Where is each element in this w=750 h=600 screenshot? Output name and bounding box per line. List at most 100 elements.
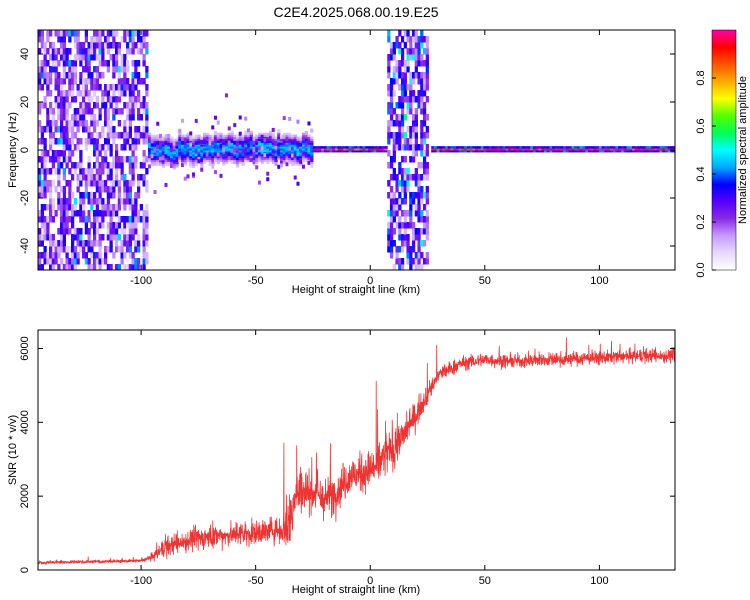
- spectrogram-cell: [90, 180, 94, 187]
- spectrogram-cell: [172, 167, 176, 170]
- spectrogram-cell: [128, 102, 132, 109]
- spectrogram-cell: [279, 142, 284, 145]
- spectrogram-cell: [411, 126, 416, 133]
- spectrogram-cell: [433, 146, 438, 149]
- spectrogram-cell: [282, 148, 286, 151]
- spectrogram-cell: [208, 159, 212, 163]
- spectrogram-cell: [290, 136, 295, 139]
- spectrogram-cell: [246, 150, 251, 153]
- spectrogram-cell: [420, 264, 424, 270]
- spectrogram-cell: [43, 60, 47, 67]
- spectrogram-cell: [59, 120, 64, 127]
- spectrogram-cell: [90, 36, 94, 43]
- spectrogram-cell: [180, 153, 185, 157]
- spectrogram-cell: [417, 210, 421, 217]
- spectrogram-cell: [400, 108, 405, 115]
- spectrogram-cell: [125, 114, 130, 121]
- spectrogram-cell: [398, 144, 402, 151]
- spectrogram-cell: [147, 140, 152, 143]
- spectrogram-cell: [145, 234, 149, 241]
- spectrogram-cell: [112, 30, 116, 37]
- spectrogram-cell: [629, 146, 633, 149]
- spectrogram-cell: [227, 126, 231, 131]
- spectrogram-cell: [136, 36, 141, 43]
- spectrogram-cell: [175, 155, 179, 159]
- spectrogram-cell: [43, 42, 47, 49]
- spectrogram-cell: [169, 146, 174, 149]
- spectrogram-cell: [117, 78, 121, 85]
- spectrogram-cell: [200, 139, 204, 144]
- spectrogram-cell: [279, 138, 284, 141]
- spectrogram-cell: [249, 146, 253, 149]
- spectrogram-cell: [202, 153, 207, 157]
- spectrogram-cell: [222, 138, 226, 141]
- spectrogram-cell: [70, 90, 75, 97]
- spectrogram-cell: [541, 150, 545, 153]
- spectrogram-cell: [216, 138, 220, 141]
- spectrogram-cell: [645, 150, 649, 153]
- spectrogram-cell: [194, 159, 198, 163]
- spectrogram-cell: [164, 134, 168, 139]
- spectrogram-cell: [422, 114, 427, 121]
- spectrogram-cell: [274, 144, 278, 147]
- spectrogram-cell: [398, 204, 402, 211]
- spectrogram-cell: [43, 252, 47, 259]
- spectrogram-cell: [422, 192, 427, 199]
- spectrogram-cell: [403, 228, 407, 235]
- spectrogram-cell: [293, 140, 297, 143]
- spectrogram-cell: [70, 66, 75, 73]
- spectrogram-cell: [475, 146, 479, 149]
- spectrogram-cell: [38, 252, 42, 259]
- spectrogram-cell: [521, 150, 526, 153]
- spectrogram-cell: [87, 240, 91, 247]
- spectrogram-cell: [68, 138, 72, 145]
- spectrogram-cell: [101, 210, 105, 217]
- spectrogram-cell: [87, 168, 91, 175]
- spectrogram-cell: [95, 156, 99, 163]
- spectrogram-cell: [417, 72, 421, 79]
- spectrogram-cell: [211, 151, 215, 155]
- spectrogram-cell: [227, 150, 231, 153]
- spectrogram-cell: [230, 148, 234, 153]
- spectrogram-cell: [398, 180, 402, 187]
- spectrogram-cell: [266, 153, 270, 157]
- spectrogram-cell: [90, 108, 94, 115]
- spectrogram-cell: [164, 161, 168, 164]
- spectrogram-cell: [395, 198, 399, 205]
- spectrogram-cell: [480, 150, 484, 153]
- spectrogram-cell: [81, 84, 86, 91]
- spectrogram-cell: [186, 155, 190, 159]
- spectrogram-cell: [131, 168, 135, 175]
- spectrogram-cell: [180, 151, 185, 155]
- spectrogram-cell: [62, 240, 66, 247]
- spectrogram-cell: [161, 159, 165, 163]
- spectrogram-cell: [114, 108, 119, 115]
- spectrogram-cell: [213, 140, 218, 143]
- spectrogram-cell: [436, 150, 440, 153]
- spectrogram-cell: [79, 246, 83, 253]
- spectrogram-cell: [125, 66, 130, 73]
- spectrogram-cell: [51, 234, 55, 241]
- spectrogram-cell: [38, 168, 42, 175]
- spectrogram-cell: [194, 149, 198, 154]
- spectrogram-cell: [282, 140, 286, 143]
- spectrogram-cell: [296, 157, 300, 161]
- spectrogram-cell: [38, 156, 42, 163]
- spectrogram-cell: [68, 180, 72, 187]
- spectrogram-cell: [389, 42, 394, 49]
- spectrogram-cell: [417, 204, 421, 211]
- spectrogram-cell: [244, 159, 248, 163]
- spectrogram-cell: [213, 138, 218, 141]
- spectrogram-cell: [68, 228, 72, 235]
- spectrogram-cell: [524, 148, 528, 151]
- spectrogram-cell: [279, 148, 284, 151]
- spectrogram-cell: [282, 116, 286, 121]
- spectrogram-cell: [354, 146, 358, 149]
- spectrogram-cell: [54, 246, 58, 253]
- spectrogram-cell: [109, 264, 113, 270]
- spectrogram-cell: [73, 54, 77, 61]
- spectrogram-cell: [114, 234, 119, 241]
- spectrogram-cell: [92, 48, 97, 55]
- spectrogram-cell: [153, 144, 157, 147]
- spectrogram-cell: [420, 72, 424, 79]
